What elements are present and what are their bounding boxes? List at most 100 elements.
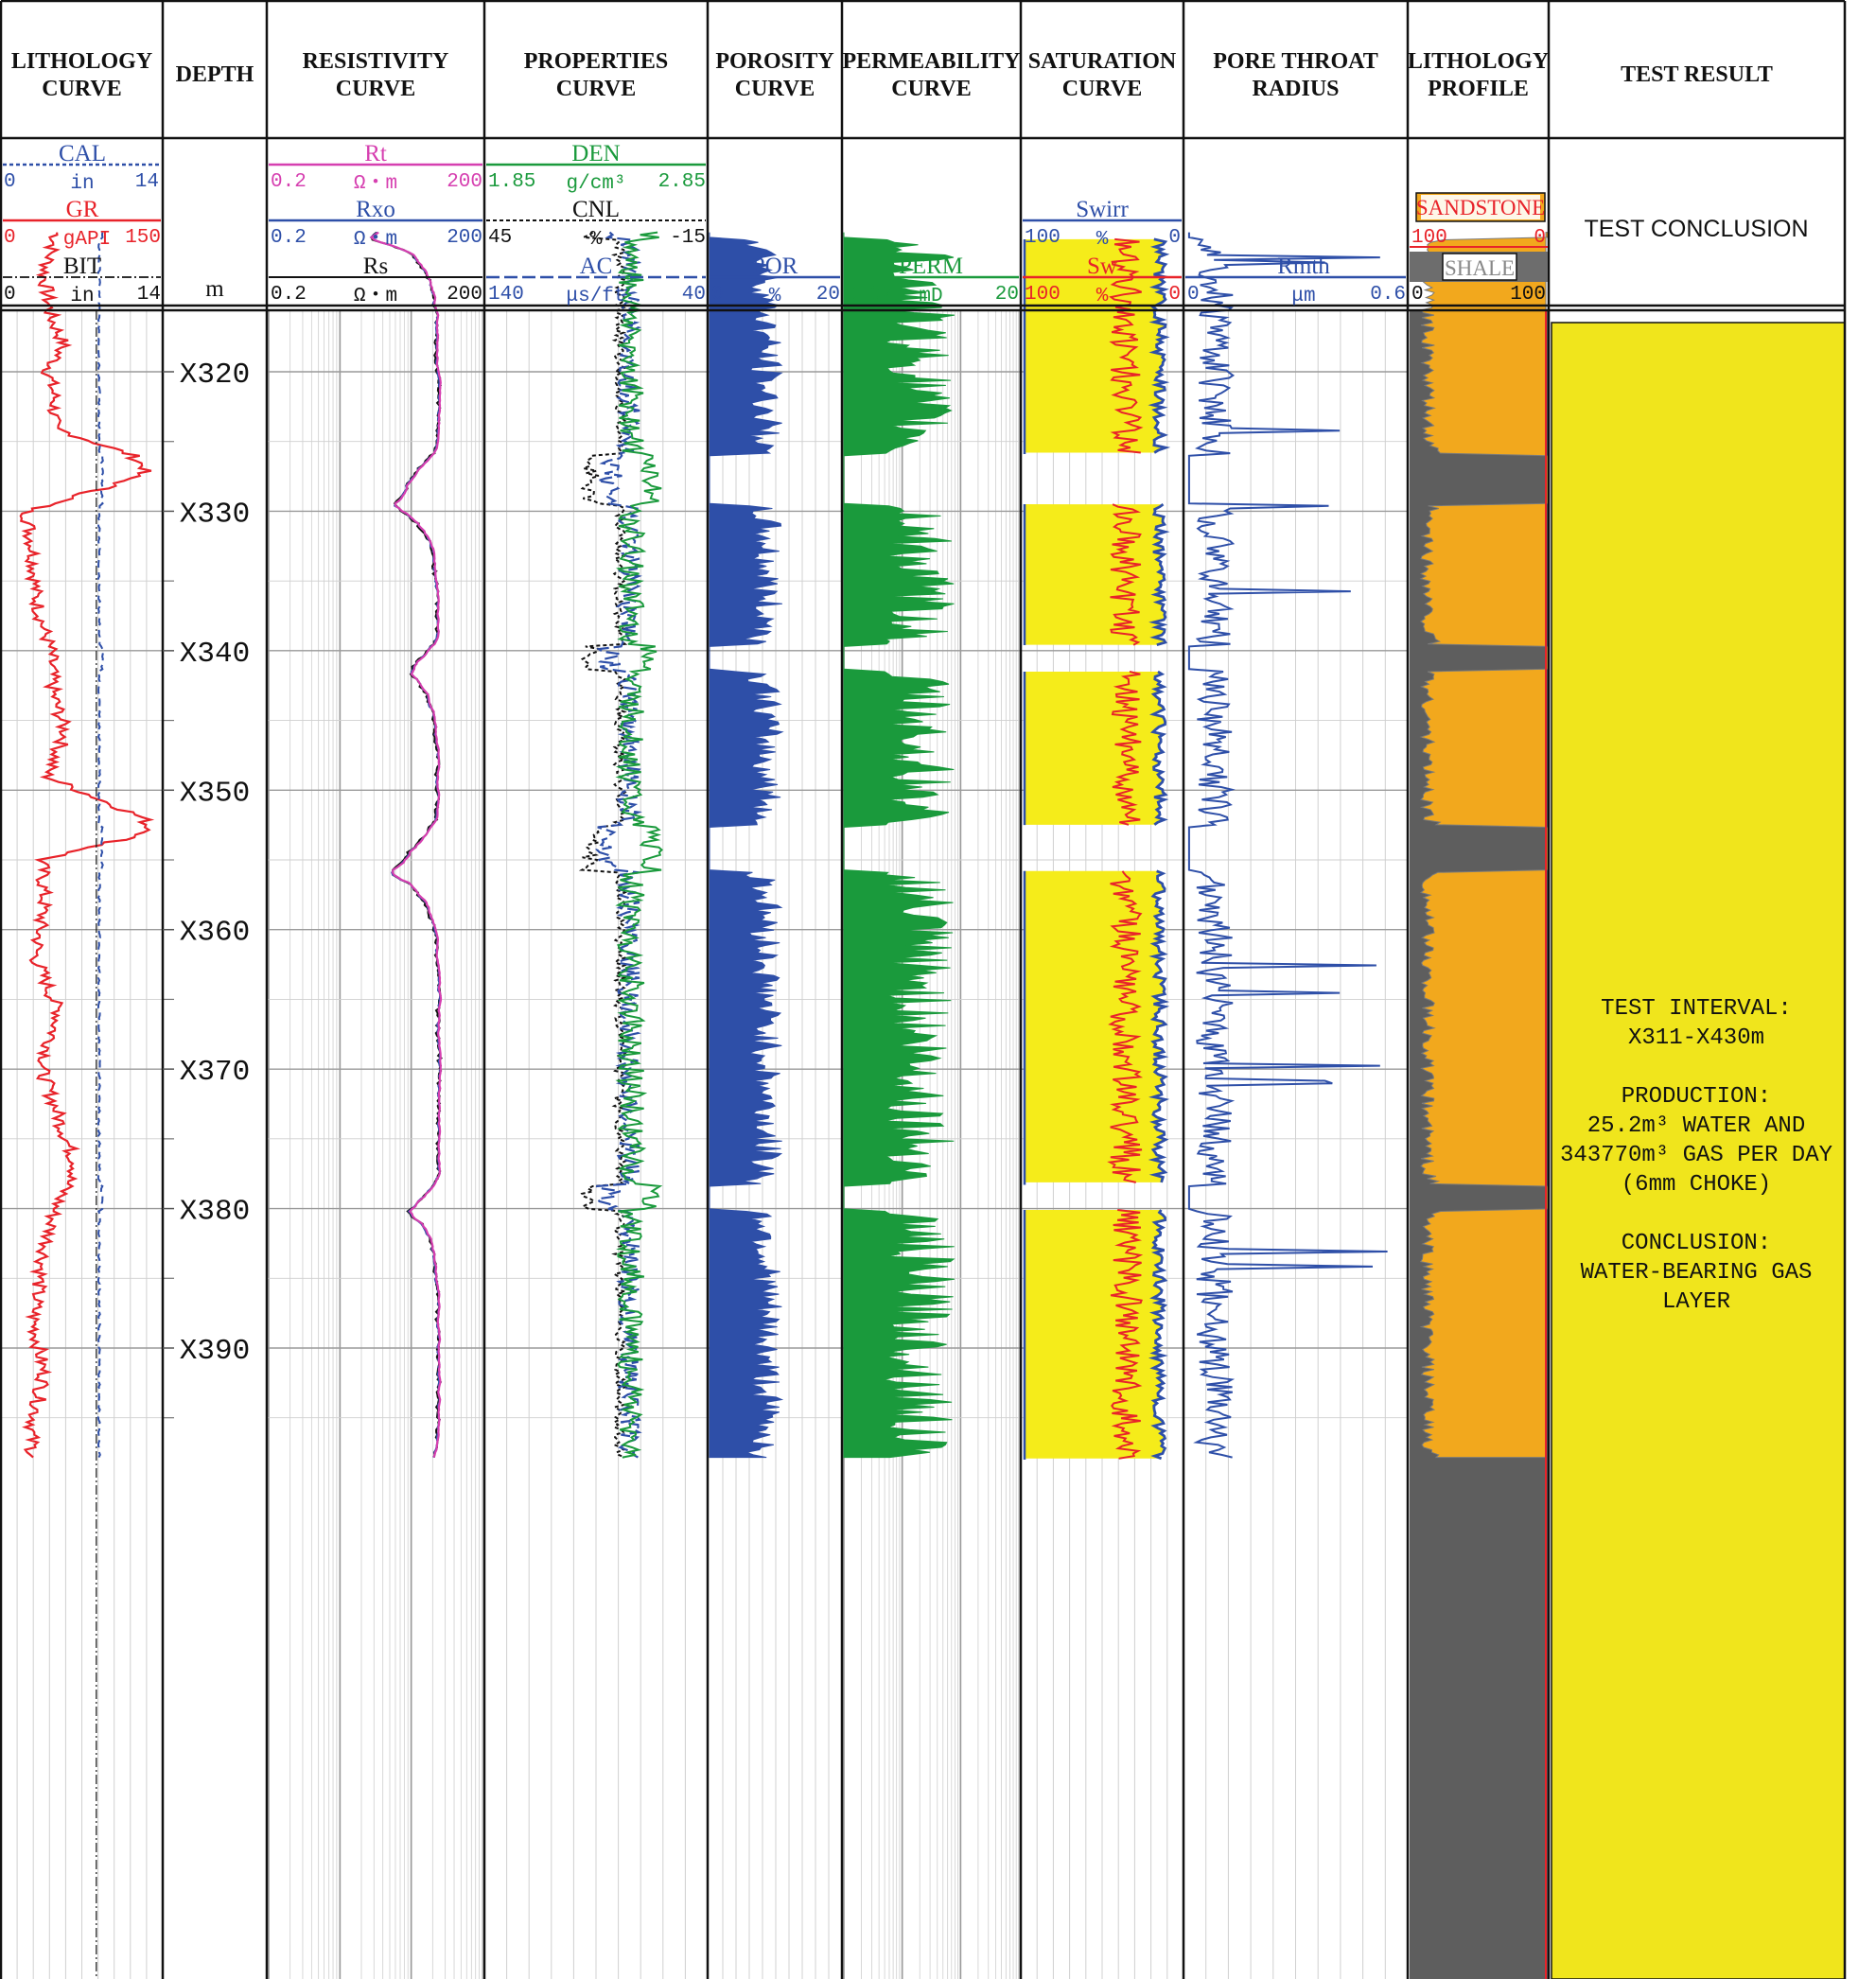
gr-unit: gAPI — [63, 229, 111, 251]
depth-label: X340 — [180, 638, 250, 671]
ac-unit: μs/ft — [566, 286, 625, 307]
depth-label: X330 — [180, 498, 250, 531]
perm-min: 0.02 — [846, 284, 893, 306]
cal-min: 0 — [4, 171, 16, 193]
test-result-fill — [1551, 322, 1846, 1979]
test-result-line: TEST INTERVAL: — [1601, 996, 1792, 1022]
column-title-porosity: POROSITY — [715, 49, 833, 74]
sand-min: 100 — [1411, 227, 1447, 249]
gr-max: 150 — [125, 227, 161, 249]
log-curves — [19, 231, 1549, 1979]
bit-unit: in — [70, 286, 94, 307]
cnl-curve — [578, 231, 629, 1459]
test-result-line: (6mm CHOKE) — [1622, 1172, 1771, 1198]
swirr-curve — [1148, 1209, 1168, 1461]
sw-curve — [1107, 870, 1144, 1183]
column-title-resistivity: CURVE — [336, 77, 416, 101]
ac-min: 140 — [488, 284, 524, 306]
perm-unit: mD — [919, 286, 942, 307]
test-result-line: X311-X430m — [1628, 1025, 1764, 1051]
depth-label: X370 — [180, 1056, 250, 1089]
saturation-fill — [1025, 671, 1166, 825]
por-fill — [709, 232, 784, 1459]
sw-max: 0 — [1168, 284, 1181, 306]
rmth-name: Rmth — [1277, 254, 1330, 279]
sw-curve — [1109, 237, 1144, 454]
rt-name: Rt — [364, 141, 387, 166]
sandstone-label: SANDSTONE — [1416, 196, 1545, 219]
sw-min: 100 — [1025, 284, 1061, 306]
bit-name: BIT — [63, 254, 101, 279]
rs-name: Rs — [363, 254, 388, 279]
swirr-min: 100 — [1025, 227, 1061, 249]
saturation-fill — [1025, 504, 1166, 645]
rmth-curve — [1187, 232, 1388, 1459]
swirr-curve — [1148, 869, 1170, 1183]
ac-name: AC — [580, 254, 613, 279]
test-result-line: PRODUCTION: — [1622, 1084, 1771, 1110]
rs-unit: Ω・m — [354, 286, 397, 307]
column-title-lithology-curve: LITHOLOGY — [11, 49, 152, 74]
den-unit: g/cm³ — [566, 173, 625, 195]
sw-curve — [1110, 1209, 1144, 1460]
sw-curve — [1111, 671, 1142, 826]
swirr-curve — [1148, 670, 1169, 826]
column-title-depth: DEPTH — [176, 62, 254, 87]
column-title-lithology-profile: LITHOLOGY — [1408, 49, 1549, 74]
depth-label: X360 — [180, 917, 250, 950]
bit-min: 0 — [4, 284, 16, 306]
rxo-min: 0.2 — [271, 227, 307, 249]
column-title-test-result: TEST RESULT — [1621, 62, 1773, 87]
den-curve — [615, 231, 663, 1459]
shale-min: 0 — [1411, 284, 1424, 306]
column-title-properties: CURVE — [556, 77, 637, 101]
bit-max: 14 — [137, 284, 161, 306]
test-conclusion-header: TEST CONCLUSION — [1584, 216, 1808, 242]
den-name: DEN — [571, 141, 620, 166]
rxo-unit: Ω・m — [354, 229, 397, 251]
swirr-unit: % — [1096, 229, 1109, 251]
perm-name: PERM — [899, 254, 963, 279]
column-title-saturation: CURVE — [1062, 77, 1143, 101]
column-title-permeability: PERMEABILITY — [842, 49, 1020, 74]
test-result-text: TEST INTERVAL: X311-X430m PRODUCTION: 25.2m… — [1560, 996, 1832, 1315]
column-title-porosity: CURVE — [735, 77, 815, 101]
cal-unit: in — [70, 173, 94, 195]
test-result-line: 25.2m³ WATER AND — [1587, 1113, 1805, 1139]
depth-unit: m — [205, 276, 224, 302]
cnl-min: 45 — [488, 227, 512, 249]
sand-max: 0 — [1534, 227, 1546, 249]
por-unit: % — [769, 286, 781, 307]
header-resistivity: Rt 0.2 Ω・m 200 Rxo 0.2 Ω・m 200 Rs 0.2 Ω・… — [269, 141, 482, 307]
rxo-name: Rxo — [356, 197, 395, 222]
cnl-max: -15 — [670, 227, 706, 249]
cal-name: CAL — [59, 141, 106, 166]
column-title-saturation: SATURATION — [1028, 49, 1177, 74]
column-title-pore-throat: PORE THROAT — [1213, 49, 1377, 74]
depth-labels: X320 X330 X340 X350 X360 X370 X380 X390 — [163, 359, 250, 1368]
column-title-resistivity: RESISTIVITY — [303, 49, 449, 74]
ac-max: 40 — [682, 284, 706, 306]
cal-max: 14 — [135, 171, 159, 193]
column-title-lithology-curve: CURVE — [42, 77, 122, 101]
column-title-pore-throat: RADIUS — [1252, 77, 1339, 101]
header-saturation: Swirr 100 % 0 Sw 100 % 0 — [1023, 197, 1182, 307]
sw-unit: % — [1096, 286, 1109, 307]
header-properties: DEN 1.85 g/cm³ 2.85 CNL 45 % -15 AC 140 … — [486, 141, 706, 307]
swirr-curve — [1148, 502, 1170, 647]
rs-max: 200 — [447, 284, 482, 306]
sw-curve — [1110, 503, 1142, 646]
header-lithology-profile: SANDSTONE 100 0 SHALE 0 100 — [1410, 192, 1548, 306]
shale-max: 100 — [1510, 284, 1546, 306]
saturation-fill — [1025, 1210, 1166, 1459]
por-min: 0 — [711, 284, 724, 306]
rmth-unit: μm — [1291, 286, 1315, 307]
den-min: 1.85 — [488, 171, 535, 193]
column-titles: LITHOLOGY CURVE DEPTH RESISTIVITY CURVE PROPE… — [11, 49, 1773, 101]
perm-fill — [843, 232, 956, 1459]
den-max: 2.85 — [658, 171, 706, 193]
column-title-properties: PROPERTIES — [524, 49, 669, 74]
rxo-max: 200 — [447, 227, 482, 249]
